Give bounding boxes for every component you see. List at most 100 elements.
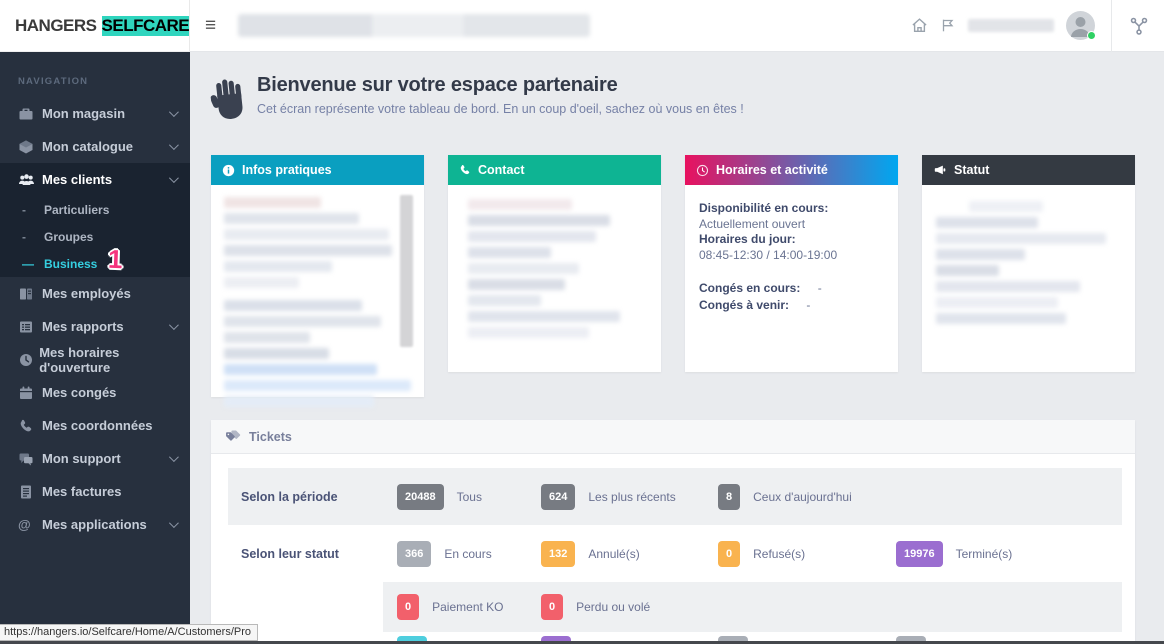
sidebar-item-mes-clients[interactable]: Mes clients [0,163,190,196]
logo-text-primary: HANGERS [15,15,97,35]
tickets-panel: Tickets Selon la période 20488 Tous 624 … [211,420,1135,644]
tags-icon [226,430,241,441]
sidebar-item-mes-coordonnees[interactable]: Mes coordonnées [0,409,190,442]
card-contact: Contact [448,155,661,372]
conges-cours-value: - [817,281,822,295]
ticket-filter-paiement-ko[interactable]: 0 Paiement KO [397,594,504,620]
sidebar-subitem-particuliers[interactable]: - Particuliers [0,196,190,223]
count-badge: 0 [397,594,420,620]
ticket-filter-aujourdhui[interactable]: 8 Ceux d'aujourd'hui [718,483,852,510]
card-infos-pratiques: Infos pratiques [211,155,424,407]
page-title: Bienvenue sur votre espace partenaire [257,74,618,96]
id-book-icon [18,286,42,302]
topbar: ≡ [190,0,1164,52]
ticket-filter-perdu-vole[interactable]: 0 Perdu ou volé [541,594,650,620]
scrollbar[interactable] [400,195,413,347]
sidebar-subitem-groupes[interactable]: - Groupes [0,223,190,250]
card-body [922,185,1135,372]
tickets-row-statut: Selon leur statut 366 En cours 132 Annul… [228,525,1122,582]
at-icon: @ [18,517,31,532]
tickets-panel-header: Tickets [211,420,1135,454]
badge-label: Tous [456,489,482,504]
flag-icon[interactable] [940,17,956,34]
card-body [448,185,661,372]
dispo-value: Actuellement ouvert [699,216,806,231]
redacted-content [922,185,1135,345]
ticket-filter-refuses[interactable]: 0 Refusé(s) [718,540,806,567]
submenu-dash-active: — [22,256,34,271]
redacted-content [448,185,661,357]
card-title: Contact [478,163,525,177]
sidebar-item-mon-catalogue[interactable]: Mon catalogue [0,130,190,163]
topbar-divider [1111,0,1112,52]
sidebar-subitem-business[interactable]: — Business 1 [0,244,190,277]
sidebar-item-label: Mon catalogue [42,139,134,154]
main-content: Bienvenue sur votre espace partenaire Ce… [190,52,1164,644]
count-badge-partial [541,636,571,644]
badge-label: Refusé(s) [753,546,806,561]
home-icon[interactable] [911,17,928,34]
sidebar-item-mes-employes[interactable]: Mes employés [0,277,190,310]
ticket-filter-annules[interactable]: 132 Annulé(s) [541,540,640,567]
count-badge: 8 [718,483,741,510]
sidebar-subitem-label: Groupes [44,229,94,244]
sidebar-item-mes-conges[interactable]: Mes congés [0,376,190,409]
avatar[interactable] [1066,11,1096,40]
tickets-row-statut-suite: 0 Paiement KO 0 Perdu ou volé [228,582,1122,632]
row-label: Selon la période [241,489,338,504]
tickets-title: Tickets [249,429,292,444]
redacted-username[interactable] [968,19,1054,32]
badge-label: Les plus récents [588,489,676,504]
sidebar-item-label: Mes applications [42,517,147,532]
package-icon [18,139,42,155]
ticket-filter-termines[interactable]: 19976 Terminé(s) [896,540,1013,567]
sidebar-item-mes-factures[interactable]: Mes factures [0,475,190,508]
count-badge: 0 [718,540,741,567]
sidebar-item-label: Mon support [42,451,121,466]
count-badge: 19976 [896,540,943,567]
dispo-label: Disponibilité en cours: [699,201,829,215]
submenu-dash: - [22,229,26,244]
badge-label: Terminé(s) [955,546,1013,561]
megaphone-icon [934,165,946,174]
chevron-down-icon [168,320,179,331]
count-badge: 20488 [397,483,444,510]
card-horaires-activite: Horaires et activité Disponibilité en co… [685,155,898,372]
window-bottom-edge [0,641,1164,644]
hanger-icon[interactable] [1128,15,1150,37]
sidebar-item-label: Mes employés [42,286,131,301]
info-icon [222,164,235,176]
ticket-filter-tous[interactable]: 20488 Tous [397,483,482,510]
card-title: Horaires et activité [716,163,828,177]
card-statut: Statut [922,155,1135,372]
invoice-icon [18,484,42,500]
badge-label: Perdu ou volé [576,600,651,614]
submenu-dash: - [22,202,26,217]
sidebar-item-mes-horaires[interactable]: Mes horaires d'ouverture [0,343,190,376]
sidebar-item-mon-support[interactable]: Mon support [0,442,190,475]
sidebar-item-label: Mes clients [42,172,113,187]
users-icon [18,172,42,188]
sidebar-item-mon-magasin[interactable]: Mon magasin [0,97,190,130]
sidebar-item-mes-applications[interactable]: @ Mes applications [0,508,190,541]
tickets-table: Selon la période 20488 Tous 624 Les plus… [228,468,1122,644]
sidebar-item-label: Mon magasin [42,106,126,121]
count-badge-partial [397,636,427,644]
ticket-filter-en-cours[interactable]: 366 En cours [397,540,492,567]
briefcase-icon [18,106,42,122]
hours-label: Horaires du jour: [699,232,796,246]
chevron-down-icon [168,452,179,463]
sidebar-item-mes-rapports[interactable]: Mes rapports [0,310,190,343]
card-header: Infos pratiques [211,155,424,185]
card-title: Infos pratiques [242,163,332,177]
chat-bubbles-icon [18,451,42,467]
calendar-icon [18,385,42,401]
card-header: Contact [448,155,661,185]
ticket-filter-recents[interactable]: 624 Les plus récents [541,483,676,510]
nav-section-label: NAVIGATION [18,76,89,87]
hamburger-menu-icon[interactable]: ≡ [205,15,217,36]
sidebar: HANGERS SELFCARE NAVIGATION Mon magasin … [0,0,190,644]
badge-label: Paiement KO [432,600,504,614]
brand-logo[interactable]: HANGERS SELFCARE [0,0,190,52]
